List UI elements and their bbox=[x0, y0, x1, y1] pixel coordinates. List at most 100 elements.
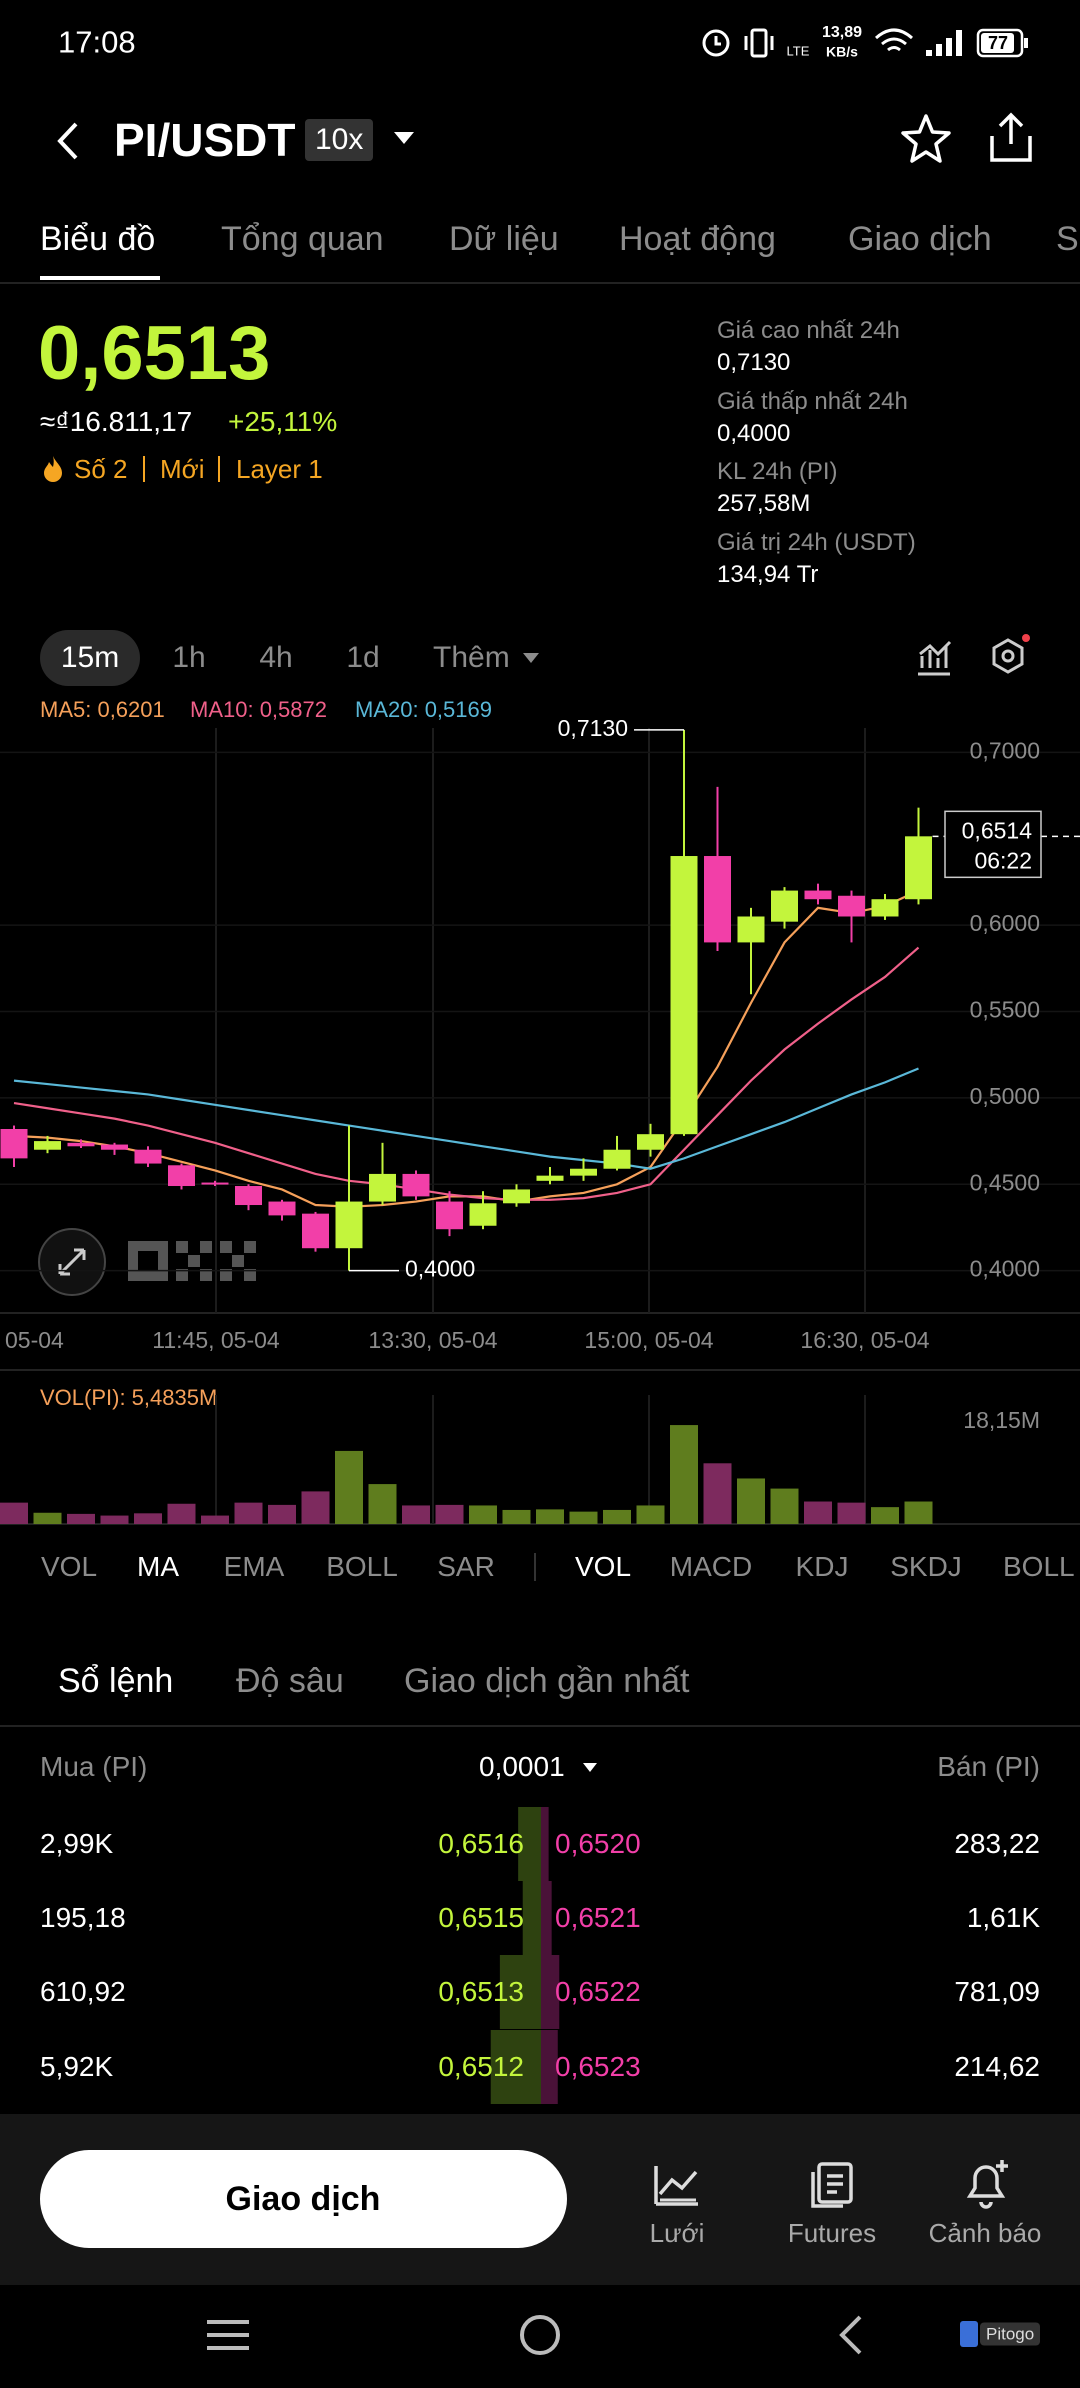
bid-price: 0,6515 bbox=[438, 1902, 524, 1933]
bottom-label[interactable]: Futures bbox=[787, 2218, 877, 2248]
grid-icon[interactable] bbox=[652, 2160, 702, 2210]
order-tab[interactable]: Sổ lệnh bbox=[58, 1662, 174, 1700]
depth-buy bbox=[490, 2030, 541, 2104]
candle-body bbox=[838, 895, 865, 917]
change: +25,11% bbox=[228, 406, 338, 437]
step-select[interactable]: 0,0001 bbox=[479, 1751, 565, 1782]
bid-price: 0,6513 bbox=[438, 1976, 524, 2007]
volume-bar bbox=[469, 1505, 497, 1524]
volume-bar bbox=[201, 1515, 229, 1524]
timeframe[interactable]: 1d bbox=[346, 641, 380, 674]
timeframe[interactable]: 15m bbox=[60, 641, 120, 674]
candle-body bbox=[570, 1168, 597, 1176]
back-button[interactable] bbox=[52, 118, 88, 164]
sell-qty: 781,09 bbox=[954, 1976, 1040, 2007]
settings-button[interactable] bbox=[986, 634, 1034, 682]
candle-body bbox=[704, 856, 731, 943]
volume-bar bbox=[0, 1502, 28, 1524]
nav-bar bbox=[0, 2285, 1080, 2388]
tag: Số 2 bbox=[74, 454, 128, 484]
net-speed: 13,89 bbox=[822, 24, 862, 41]
indicator[interactable]: MACD bbox=[669, 1551, 753, 1582]
futures-icon[interactable] bbox=[807, 2160, 857, 2210]
volume-bar bbox=[502, 1509, 531, 1524]
indicator[interactable]: EMA bbox=[223, 1551, 285, 1582]
tab[interactable]: Giao dịch bbox=[848, 220, 992, 258]
bottom-label[interactable]: Cảnh báo bbox=[928, 2218, 1042, 2248]
indicator[interactable]: VOL bbox=[40, 1551, 98, 1582]
volume-bar bbox=[703, 1463, 732, 1524]
trade-label[interactable]: Giao dịch bbox=[225, 2180, 381, 2218]
bottom-label[interactable]: Lưới bbox=[649, 2218, 705, 2248]
tab[interactable]: Biểu đồ bbox=[40, 220, 156, 258]
candle-body bbox=[469, 1203, 497, 1226]
tag: Layer 1 bbox=[236, 454, 323, 484]
y-tick-label: 0,5000 bbox=[970, 1083, 1040, 1109]
candle-body bbox=[235, 1186, 262, 1206]
ma-legend: MA5: 0,6201 bbox=[40, 697, 165, 722]
ma-line bbox=[13, 1067, 919, 1170]
trade-button[interactable] bbox=[40, 2150, 567, 2248]
candle-body bbox=[369, 1173, 396, 1202]
indicator-button[interactable] bbox=[914, 638, 954, 678]
depth-sell bbox=[541, 2030, 558, 2104]
nav-back[interactable] bbox=[836, 2313, 866, 2357]
volume-bar bbox=[569, 1511, 598, 1524]
indicator[interactable]: VOL bbox=[574, 1551, 632, 1582]
alert-icon[interactable] bbox=[960, 2156, 1014, 2212]
stat-value: 0,7130 bbox=[717, 349, 791, 376]
pair-dropdown[interactable] bbox=[392, 130, 416, 146]
order-tab[interactable]: Giao dịch gần nhất bbox=[404, 1662, 690, 1700]
max-label: 0,7130 bbox=[558, 715, 628, 741]
timeframe[interactable]: 1h bbox=[172, 641, 206, 674]
candle-body bbox=[536, 1175, 564, 1181]
y-tick-label: 0,7000 bbox=[970, 737, 1040, 763]
favorite[interactable] bbox=[898, 112, 954, 168]
candle-body bbox=[436, 1201, 463, 1230]
indicator[interactable]: BOLL bbox=[326, 1551, 398, 1582]
status-icons: LTE 13,89 KB/s 77 bbox=[702, 24, 1028, 60]
volume-bar bbox=[234, 1502, 263, 1524]
volume-bar bbox=[167, 1503, 196, 1524]
y-tick-label: 0,6000 bbox=[970, 910, 1040, 936]
ma-legend: MA10: 0,5872 bbox=[190, 697, 327, 722]
pair[interactable]: PI/USDT bbox=[114, 114, 296, 166]
indicator[interactable]: BOLL bbox=[1003, 1551, 1075, 1582]
divider bbox=[0, 1725, 1080, 1727]
stat-label: Giá trị 24h (USDT) bbox=[717, 529, 916, 556]
depth-buy bbox=[499, 1955, 541, 2029]
timeframe-more[interactable]: Thêm bbox=[433, 641, 510, 674]
indicator[interactable]: KDJ bbox=[795, 1551, 849, 1582]
separator bbox=[534, 1553, 536, 1581]
sell-qty: 214,62 bbox=[954, 2051, 1040, 2082]
order-tab[interactable]: Độ sâu bbox=[236, 1662, 344, 1700]
tab[interactable]: S bbox=[1056, 220, 1079, 258]
volume-bar bbox=[670, 1425, 698, 1524]
tab[interactable]: Dữ liệu bbox=[449, 220, 559, 258]
candle-body bbox=[168, 1165, 195, 1187]
leverage[interactable]: 10x bbox=[305, 119, 374, 161]
current-price-box bbox=[944, 810, 1042, 879]
bid-price: 0,6512 bbox=[438, 2051, 524, 2082]
timeframe[interactable]: 4h bbox=[259, 641, 293, 674]
stat-label: Giá cao nhất 24h bbox=[717, 317, 900, 344]
chart: MA5: 0,6201 MA10: 0,5872 MA20: 0,5169 05… bbox=[0, 697, 1080, 1525]
share[interactable] bbox=[984, 110, 1038, 166]
depth-buy bbox=[518, 1807, 541, 1881]
tab[interactable]: Tổng quan bbox=[221, 220, 384, 258]
y-tick-label: 0,5500 bbox=[970, 997, 1040, 1023]
volume-bar bbox=[737, 1478, 765, 1524]
ma-legend: MA20: 0,5169 bbox=[355, 697, 492, 722]
candle-body bbox=[804, 890, 832, 900]
min-label: 0,4000 bbox=[405, 1256, 475, 1282]
indicator[interactable]: SKDJ bbox=[890, 1551, 962, 1582]
nav-recents[interactable] bbox=[205, 2318, 251, 2352]
indicator[interactable]: MA bbox=[137, 1551, 179, 1582]
tag-separator bbox=[218, 456, 220, 482]
candle-body bbox=[0, 1128, 28, 1159]
nav-home[interactable] bbox=[518, 2313, 562, 2357]
indicator[interactable]: SAR bbox=[437, 1551, 495, 1582]
tab[interactable]: Hoạt động bbox=[619, 220, 776, 258]
volume-bar bbox=[636, 1505, 665, 1524]
volume-bar bbox=[770, 1488, 799, 1524]
